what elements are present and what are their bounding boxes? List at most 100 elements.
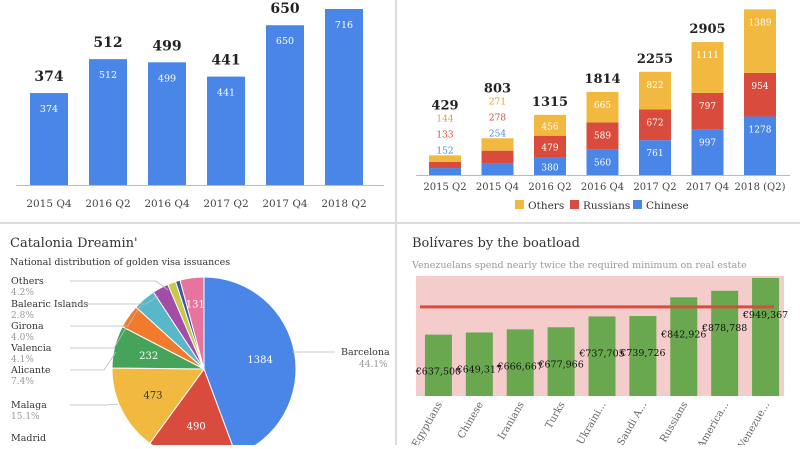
pie-name-label: Barcelona xyxy=(341,347,390,358)
stack-value-label: 456 xyxy=(541,122,558,132)
x-tick-label: 2015 Q2 xyxy=(423,182,466,193)
x-tick-label: 2015 Q4 xyxy=(476,182,519,193)
stack-chinese-2 xyxy=(534,157,566,175)
bar-value-label: 441 xyxy=(217,88,235,99)
stack-total-label: 803 xyxy=(484,81,511,96)
stack-russians-3 xyxy=(586,122,619,150)
x-tick-label: Venezue... xyxy=(736,400,772,445)
bar-2016 Q2 xyxy=(89,59,127,186)
stack-russians-1 xyxy=(481,150,514,164)
nationality-stacked-svg: 144 133 152 429 2015 Q2 271 278 254 803 2015 Q4 38… xyxy=(416,9,790,212)
bar-egyptians xyxy=(424,334,452,396)
stack-others-4 xyxy=(639,71,671,110)
stack-small-label: 254 xyxy=(489,129,506,139)
pie-name-label: Madrid xyxy=(11,433,46,444)
bar-total-label: 512 xyxy=(93,35,122,51)
pie-leader-line xyxy=(70,403,119,406)
pie-title: Catalonia Dreamin' xyxy=(10,236,138,251)
stack-others-0 xyxy=(429,155,461,162)
bar-value-label: €677,966 xyxy=(537,359,583,370)
x-tick-label: Egyptians xyxy=(410,400,445,445)
pie-slice-others xyxy=(179,276,205,370)
bar-total-label: 374 xyxy=(34,69,63,85)
quarterly-issuance-chart: 374 374 2015 Q4 512 512 2016 Q2 499 499 2016 Q4 4… xyxy=(0,0,394,222)
stack-russians-4 xyxy=(639,109,671,141)
x-tick-label: Saudi A... xyxy=(616,400,650,445)
boatload-subtitle: Venezuelans spend nearly twice the requi… xyxy=(411,260,747,271)
legend-swatch-chinese xyxy=(633,200,642,209)
x-tick-label: 2016 Q4 xyxy=(144,198,190,210)
bar-total-label: 441 xyxy=(211,53,240,69)
stack-small-label: 152 xyxy=(436,146,453,156)
bar-value-label: €666,667 xyxy=(497,361,543,372)
stack-others-5 xyxy=(691,42,724,93)
bar-value-label: €842,926 xyxy=(660,329,706,340)
bar-value-label: €637,500 xyxy=(415,367,461,378)
bar-2017 Q2 xyxy=(207,76,245,185)
stack-others-3 xyxy=(586,92,619,123)
stack-value-label: 1111 xyxy=(696,51,719,61)
pie-pct-label: 4.0% xyxy=(11,333,34,343)
bar-iranians xyxy=(506,329,534,396)
legend-swatch-others xyxy=(515,200,524,209)
bar-russians xyxy=(670,297,698,396)
pie-name-label: Valencia xyxy=(10,343,52,354)
x-tick-label: 2016 Q2 xyxy=(528,182,571,193)
bar-ukraini xyxy=(588,316,616,396)
x-tick-label: America... xyxy=(695,400,731,445)
stack-value-label: 1389 xyxy=(749,18,772,28)
pie-leader-line xyxy=(70,327,127,349)
x-tick-label: Ukraini... xyxy=(575,400,608,445)
x-tick-label: 2017 Q4 xyxy=(262,198,308,210)
stack-total-label: 1814 xyxy=(584,72,620,87)
stack-chinese-1 xyxy=(481,163,514,175)
pie-pct-label: 7.4% xyxy=(11,377,34,387)
pie-name-label: Balearic Islands xyxy=(11,299,88,310)
quarterly-issuance-svg: 374 374 2015 Q4 512 512 2016 Q2 499 499 2016 Q4 4… xyxy=(16,1,384,210)
stack-value-label: 997 xyxy=(699,138,716,148)
pie-pct-label: 2.8% xyxy=(11,311,34,321)
bar-value-label: €737,705 xyxy=(578,348,624,359)
pie-value-label: 1384 xyxy=(247,355,272,366)
bar-turks xyxy=(547,327,575,396)
legend-label-russians: Russians xyxy=(583,200,630,212)
pie-value-label: 131 xyxy=(186,299,205,310)
x-tick-label: 2018 Q2 xyxy=(321,198,366,210)
stack-total-label: 2905 xyxy=(689,22,725,37)
legend-label-others: Others xyxy=(528,200,564,212)
x-tick-label: 2017 Q2 xyxy=(633,182,676,193)
stack-value-label: 797 xyxy=(699,102,716,112)
bar-2018 Q2 xyxy=(325,8,363,185)
stack-others-6 xyxy=(744,9,776,73)
stack-chinese-3 xyxy=(586,149,619,175)
stack-russians-0 xyxy=(429,161,461,169)
bar-saudia xyxy=(629,316,657,396)
stack-chinese-5 xyxy=(691,129,724,175)
pie-subtitle: National distribution of golden visa iss… xyxy=(10,257,230,268)
stack-others-1 xyxy=(481,138,514,151)
stack-total-label: 1315 xyxy=(532,95,568,110)
bar-value-label: 716 xyxy=(335,20,353,31)
stack-value-label: 672 xyxy=(646,118,663,128)
horizontal-divider xyxy=(0,222,800,224)
pie-slice-malaga xyxy=(111,367,205,445)
bar-2017 Q4 xyxy=(266,25,304,186)
pie-name-label: Alicante xyxy=(10,365,51,376)
x-tick-label: 2017 Q2 xyxy=(203,198,248,210)
stack-russians-5 xyxy=(691,92,724,130)
pie-leader-line xyxy=(70,351,117,371)
pie-value-label: 473 xyxy=(143,391,162,402)
x-tick-label: 2015 Q4 xyxy=(26,198,72,210)
boatload-svg: Bolívares by the boatload Venezuelans sp… xyxy=(410,236,788,449)
bar-value-label: 499 xyxy=(158,73,176,84)
stack-value-label: 822 xyxy=(646,81,663,91)
bar-value-label: 650 xyxy=(276,36,294,47)
boatload-title: Bolívares by the boatload xyxy=(412,236,580,251)
boatload-chart: Bolívares by the boatload Venezuelans sp… xyxy=(398,224,800,449)
pie-value-label: 232 xyxy=(139,351,158,362)
x-tick-label: 2018 (Q2) xyxy=(735,182,786,193)
x-tick-label: 2017 Q4 xyxy=(686,182,729,193)
pie-pct-label: 15.1% xyxy=(11,412,40,422)
pie-leader-line xyxy=(70,295,159,305)
stack-small-label: 133 xyxy=(436,130,453,140)
